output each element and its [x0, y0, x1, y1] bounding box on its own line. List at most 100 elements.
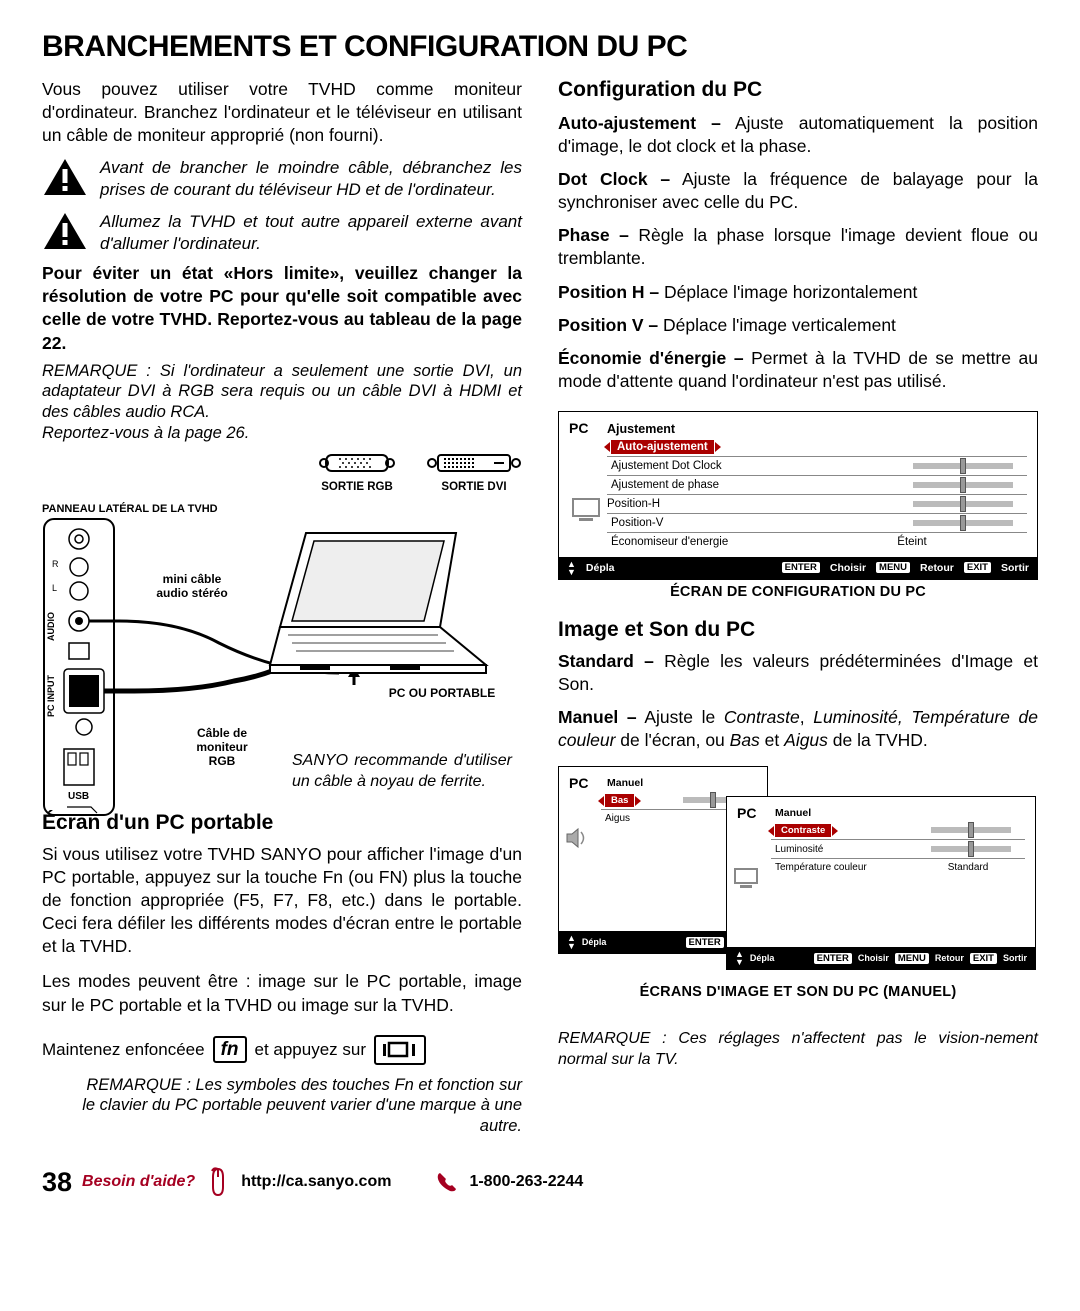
foot-choisir: Choisir: [830, 562, 866, 574]
standard-term: Standard –: [558, 651, 654, 671]
rgb-port-label: SORTIE RGB: [318, 481, 396, 493]
osd2f-pc: PC: [737, 805, 756, 821]
osd-row-eco[interactable]: Économiseur d'energie: [607, 532, 797, 551]
osd2-back-row1[interactable]: Aigus: [601, 810, 652, 828]
posv-def: Déplace l'image verticalement: [658, 315, 896, 335]
osd-row-posh[interactable]: Position-H: [607, 498, 660, 510]
foot-exit-key: EXIT: [970, 953, 997, 964]
foot-depla: Dépla: [750, 953, 775, 963]
manuel-c3: et: [760, 730, 784, 750]
svg-text:moniteur: moniteur: [196, 740, 248, 754]
tv-panel-label: PANNEAU LATÉRAL DE LA TVHD: [42, 503, 522, 515]
fn-key-line: Maintenez enfoncéee fn et appuyez sur: [42, 1035, 522, 1065]
manuel-i4: Aigus: [784, 730, 828, 750]
config-definitions: Auto-ajustement – Ajuste automatiquement…: [558, 112, 1038, 393]
svg-text:PC OU PORTABLE: PC OU PORTABLE: [389, 686, 495, 700]
see-page-26: Reportez-vous à la page 26.: [42, 423, 522, 444]
slider-icon: [913, 520, 1013, 526]
osd-row-dotclock[interactable]: Ajustement Dot Clock: [607, 456, 797, 475]
svg-text:L: L: [52, 583, 57, 593]
help-label: Besoin d'aide?: [82, 1173, 195, 1191]
manuel-c2: de l'écran, ou: [615, 730, 729, 750]
svg-text:audio stéréo: audio stéréo: [156, 586, 227, 600]
help-phone: 1-800-263-2244: [469, 1173, 583, 1191]
speaker-icon: [565, 827, 589, 849]
eco-term: Économie d'énergie –: [558, 348, 744, 368]
osd2f-row2[interactable]: Température couleur: [771, 859, 911, 877]
left-column: Vous pouvez utiliser votre TVHD comme mo…: [42, 78, 522, 1137]
osd1-caption: ÉCRAN DE CONFIGURATION DU PC: [558, 584, 1038, 600]
tv-icon: [571, 497, 601, 523]
svg-text:Câble de: Câble de: [197, 726, 247, 740]
svg-text:mini câble: mini câble: [163, 572, 222, 586]
foot-depla: Dépla: [586, 562, 615, 574]
foot-sortir: Sortir: [1001, 562, 1029, 574]
svg-text:RGB: RGB: [209, 754, 236, 768]
image-osd: PC Manuel Contraste Luminosité Températu…: [726, 796, 1036, 970]
screen-toggle-keycap: [374, 1035, 426, 1065]
rgb-port-icon: [318, 452, 396, 474]
svg-text:PC INPUT: PC INPUT: [46, 674, 56, 717]
posh-def: Déplace l'image horizontalement: [659, 282, 917, 302]
warning-1: Avant de brancher le moindre câble, débr…: [42, 157, 522, 201]
foot-menu-key: MENU: [895, 953, 929, 964]
warning-2-text: Allumez la TVHD et tout autre appareil e…: [100, 211, 522, 255]
foot-enter-key: ENTER: [782, 562, 820, 573]
manuel-term: Manuel –: [558, 707, 637, 727]
dvi-remark: REMARQUE : Si l'ordinateur a seulement u…: [42, 361, 522, 423]
tv-icon: [733, 867, 759, 889]
resolution-note: Pour éviter un état «Hors limite», veuil…: [42, 262, 522, 354]
posv-term: Position V –: [558, 315, 658, 335]
svg-text:USB: USB: [68, 791, 89, 802]
ferrite-note: SANYO recommande d'utiliser un câble à n…: [292, 750, 512, 793]
phase-term: Phase –: [558, 225, 629, 245]
image-sound-heading: Image et Son du PC: [558, 618, 1038, 642]
manuel-pre: Ajuste le: [644, 707, 724, 727]
posh-term: Position H –: [558, 282, 659, 302]
page-footer: 38 Besoin d'aide? http://ca.sanyo.com 1-…: [42, 1167, 1038, 1198]
osd2-back-row0[interactable]: Bas: [605, 794, 634, 807]
osd-row-phase[interactable]: Ajustement de phase: [607, 475, 797, 494]
warning-1-text: Avant de brancher le moindre câble, débr…: [100, 157, 522, 201]
mouse-icon: [205, 1167, 231, 1197]
osd-footer: ▲▼Dépla ENTERChoisir MENURetour EXITSort…: [559, 557, 1037, 579]
fn-keycap: fn: [213, 1036, 247, 1063]
dvi-port-icon: [426, 452, 522, 474]
fn-pre: Maintenez enfoncéee: [42, 1040, 205, 1060]
warning-icon: [42, 157, 88, 197]
warning-icon: [42, 211, 88, 251]
warning-2: Allumez la TVHD et tout autre appareil e…: [42, 211, 522, 255]
right-column: Configuration du PC Auto-ajustement – Aj…: [558, 78, 1038, 1137]
foot-depla: Dépla: [582, 937, 607, 947]
bottom-remark: REMARQUE : Ces réglages n'affectent pas …: [558, 1028, 1038, 1070]
manuel-i3: Bas: [730, 730, 760, 750]
osd2f-standard: Standard: [911, 859, 1025, 877]
pc-config-osd: PC Ajustement Auto-ajustement Ajustement…: [558, 411, 1038, 580]
foot-enter-key: ENTER: [686, 937, 724, 948]
phase-def: Règle la phase lorsque l'image devient f…: [558, 225, 1038, 268]
laptop-p2: Les modes peuvent être : image sur le PC…: [42, 970, 522, 1016]
fn-mid: et appuyez sur: [255, 1040, 367, 1060]
osd2-caption: ÉCRANS D'IMAGE ET SON DU PC (MANUEL): [558, 984, 1038, 1000]
osd-row-posv[interactable]: Position-V: [607, 513, 797, 532]
page-title: BRANCHEMENTS ET CONFIGURATION DU PC: [42, 30, 1038, 64]
phone-icon: [435, 1170, 459, 1194]
config-heading: Configuration du PC: [558, 78, 1038, 102]
osd2f-row0[interactable]: Contraste: [775, 824, 831, 837]
slider-icon: [913, 501, 1013, 507]
osd2f-row1[interactable]: Luminosité: [771, 840, 911, 859]
osd2-pc: PC: [569, 775, 588, 791]
foot-exit-key: EXIT: [964, 562, 991, 573]
output-ports: SORTIE RGB SORTIE DVI: [42, 452, 522, 493]
slider-icon: [931, 846, 1011, 852]
auto-adjust-term: Auto-ajustement –: [558, 113, 721, 133]
help-url[interactable]: http://ca.sanyo.com: [241, 1173, 391, 1191]
connection-diagram: PANNEAU LATÉRAL DE LA TVHD R L AUDIO: [42, 503, 522, 793]
dotclock-term: Dot Clock –: [558, 169, 670, 189]
manuel-i1: Contraste: [724, 707, 800, 727]
osd-row-auto[interactable]: Auto-ajustement: [611, 440, 714, 454]
osd-title: Ajustement: [607, 422, 1027, 436]
osd2-back-title: Manuel: [607, 777, 757, 789]
page-number: 38: [42, 1167, 72, 1198]
foot-menu-key: MENU: [876, 562, 910, 573]
